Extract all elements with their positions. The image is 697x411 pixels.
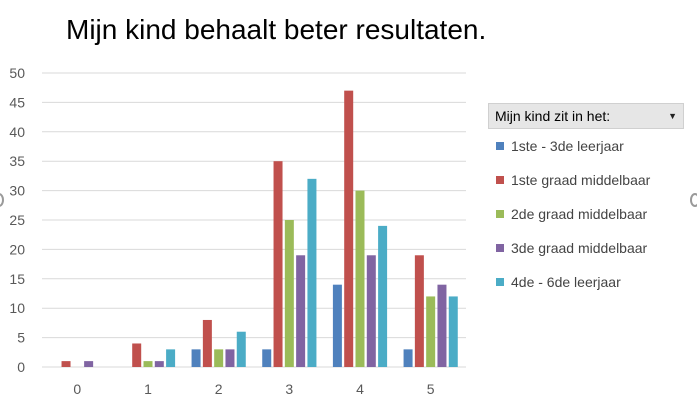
bar (448, 296, 458, 367)
bar (437, 284, 447, 367)
legend: Mijn kind zit in het: ▼ 1ste - 3de leerj… (488, 103, 684, 299)
dropdown-arrow-icon[interactable]: ▼ (668, 111, 677, 121)
bar (307, 178, 317, 367)
legend-item[interactable]: 2de graad middelbaar (488, 197, 684, 231)
y-tick-label: 35 (9, 153, 25, 169)
legend-item[interactable]: 3de graad middelbaar (488, 231, 684, 265)
y-tick-label: 30 (9, 183, 25, 199)
bar (132, 343, 142, 367)
bar (262, 349, 272, 367)
legend-items: 1ste - 3de leerjaar 1ste graad middelbaar… (488, 129, 684, 299)
y-tick-label: 40 (9, 124, 25, 140)
bar (236, 331, 246, 367)
legend-label: 1ste - 3de leerjaar (511, 138, 624, 154)
x-tick-label: 3 (285, 381, 293, 397)
bar (84, 361, 94, 367)
x-tick-label: 1 (144, 381, 152, 397)
legend-swatch (496, 176, 504, 184)
x-tick-label: 2 (215, 381, 223, 397)
bars (61, 90, 458, 367)
legend-label: 4de - 6de leerjaar (511, 274, 621, 290)
legend-item[interactable]: 4de - 6de leerjaar (488, 265, 684, 299)
legend-item[interactable]: 1ste graad middelbaar (488, 163, 684, 197)
legend-swatch (496, 142, 504, 150)
legend-title: Mijn kind zit in het: (495, 108, 611, 124)
gridlines (42, 72, 466, 368)
y-tick-label: 25 (9, 212, 25, 228)
bar (202, 319, 212, 367)
x-tick-label: 0 (73, 381, 81, 397)
legend-label: 3de graad middelbaar (511, 240, 648, 256)
bar (284, 220, 294, 367)
legend-label: 1ste graad middelbaar (511, 172, 651, 188)
bar (143, 361, 153, 367)
bar (344, 90, 354, 367)
bar (403, 349, 413, 367)
y-tick-label: 5 (17, 330, 25, 346)
x-axis-ticks: 0 1 2 3 4 5 (73, 381, 434, 397)
legend-item[interactable]: 1ste - 3de leerjaar (488, 129, 684, 163)
chart-title: Mijn kind behaalt beter resultaten. (66, 14, 487, 45)
bar (414, 255, 424, 367)
y-tick-label: 0 (17, 359, 25, 375)
bar (225, 349, 235, 367)
legend-swatch (496, 278, 504, 286)
bar (378, 225, 388, 367)
bar (166, 349, 176, 367)
y-tick-label: 10 (9, 300, 25, 316)
bar (154, 361, 164, 367)
bar (61, 361, 71, 367)
legend-label: 2de graad middelbaar (511, 206, 648, 222)
bar (273, 161, 283, 367)
bar (191, 349, 201, 367)
legend-swatch (496, 244, 504, 252)
bar (332, 284, 342, 367)
bar (426, 296, 436, 367)
y-axis-ticks: 0 5 10 15 20 25 30 35 40 45 50 (9, 65, 25, 375)
y-tick-label: 20 (9, 241, 25, 257)
x-tick-label: 5 (427, 381, 435, 397)
y-tick-label: 15 (9, 271, 25, 287)
bar (296, 255, 306, 367)
y-tick-label: 45 (9, 94, 25, 110)
x-tick-label: 4 (356, 381, 364, 397)
right-resize-handle-icon[interactable] (690, 193, 697, 207)
legend-filter-dropdown[interactable]: Mijn kind zit in het: ▼ (488, 103, 684, 129)
bar (214, 349, 224, 367)
y-tick-label: 50 (9, 65, 25, 81)
legend-swatch (496, 210, 504, 218)
bar (366, 255, 376, 367)
bar (355, 190, 365, 367)
